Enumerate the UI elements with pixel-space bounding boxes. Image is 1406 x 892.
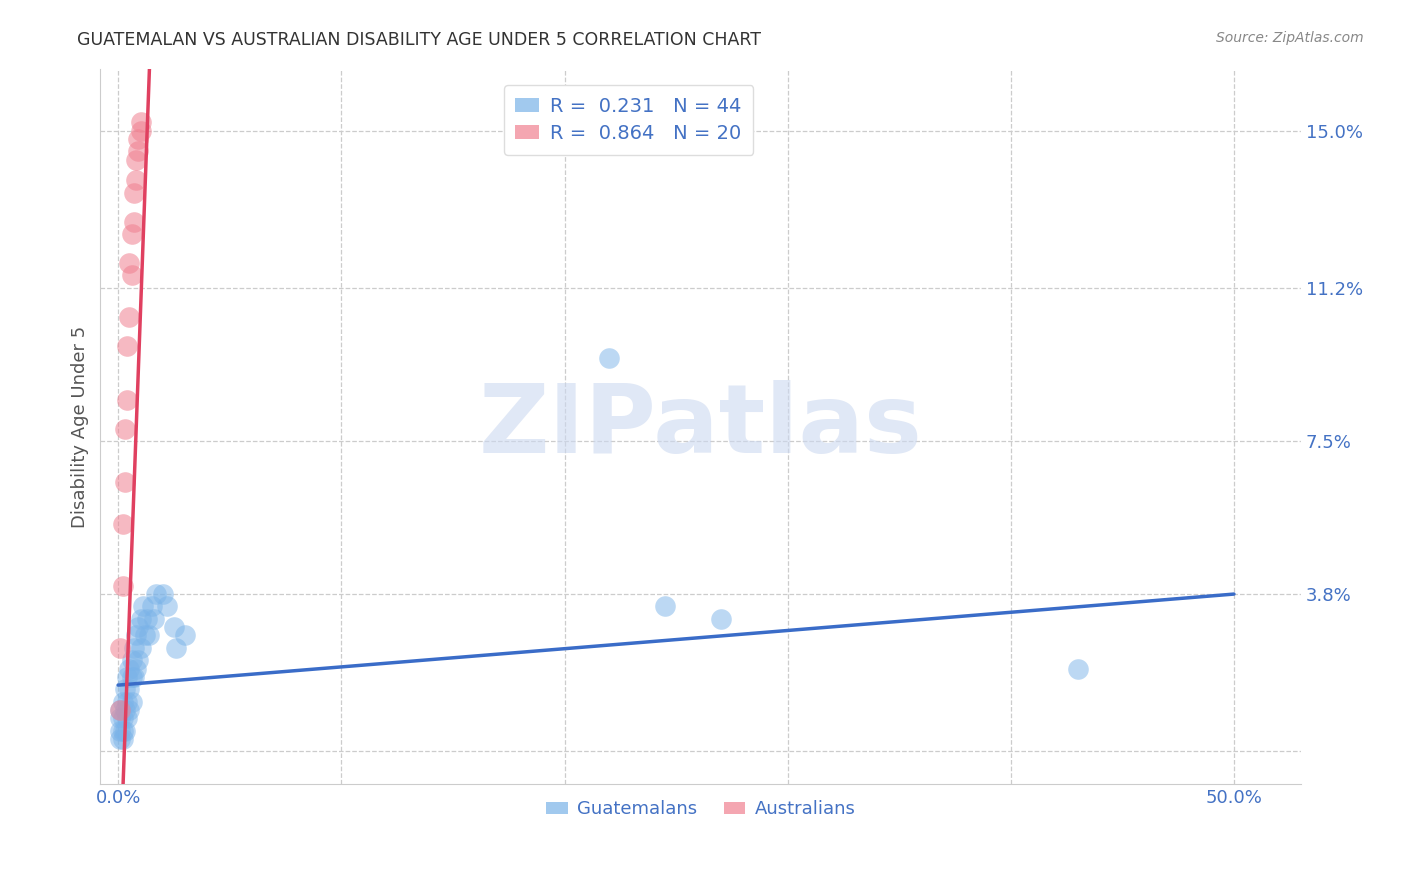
- Point: [654, 599, 676, 614]
- Point: [121, 268, 143, 283]
- Point: [118, 662, 141, 676]
- Point: [114, 475, 136, 490]
- Point: [129, 123, 152, 137]
- Point: [114, 421, 136, 435]
- Point: [127, 132, 149, 146]
- Point: [174, 628, 197, 642]
- Point: [115, 670, 138, 684]
- Point: [114, 703, 136, 717]
- Point: [121, 227, 143, 241]
- Point: [141, 599, 163, 614]
- Point: [110, 703, 132, 717]
- Point: [121, 653, 143, 667]
- Point: [121, 670, 143, 684]
- Point: [145, 587, 167, 601]
- Point: [122, 640, 145, 655]
- Text: GUATEMALAN VS AUSTRALIAN DISABILITY AGE UNDER 5 CORRELATION CHART: GUATEMALAN VS AUSTRALIAN DISABILITY AGE …: [77, 31, 761, 49]
- Point: [118, 256, 141, 270]
- Point: [129, 115, 152, 129]
- Point: [156, 599, 179, 614]
- Point: [111, 711, 134, 725]
- Point: [115, 392, 138, 407]
- Point: [129, 612, 152, 626]
- Point: [111, 723, 134, 738]
- Point: [165, 640, 187, 655]
- Point: [127, 620, 149, 634]
- Point: [122, 214, 145, 228]
- Point: [125, 628, 148, 642]
- Point: [710, 612, 733, 626]
- Point: [115, 695, 138, 709]
- Point: [127, 145, 149, 159]
- Legend: Guatemalans, Australians: Guatemalans, Australians: [538, 793, 862, 825]
- Point: [110, 731, 132, 746]
- Text: Source: ZipAtlas.com: Source: ZipAtlas.com: [1216, 31, 1364, 45]
- Point: [111, 516, 134, 531]
- Point: [115, 711, 138, 725]
- Point: [127, 653, 149, 667]
- Y-axis label: Disability Age Under 5: Disability Age Under 5: [72, 326, 89, 527]
- Point: [129, 640, 152, 655]
- Point: [122, 186, 145, 200]
- Point: [138, 628, 160, 642]
- Point: [598, 351, 620, 366]
- Point: [111, 579, 134, 593]
- Point: [118, 703, 141, 717]
- Point: [125, 153, 148, 167]
- Point: [111, 695, 134, 709]
- Point: [152, 587, 174, 601]
- Point: [118, 310, 141, 324]
- Point: [110, 640, 132, 655]
- Point: [122, 670, 145, 684]
- Point: [125, 173, 148, 187]
- Point: [110, 723, 132, 738]
- Point: [121, 695, 143, 709]
- Point: [134, 628, 156, 642]
- Text: ZIPatlas: ZIPatlas: [478, 380, 922, 473]
- Point: [110, 711, 132, 725]
- Point: [1067, 662, 1090, 676]
- Point: [115, 339, 138, 353]
- Point: [163, 620, 186, 634]
- Point: [118, 682, 141, 697]
- Point: [125, 662, 148, 676]
- Point: [111, 731, 134, 746]
- Point: [132, 599, 155, 614]
- Point: [110, 703, 132, 717]
- Point: [136, 612, 159, 626]
- Point: [114, 682, 136, 697]
- Point: [114, 723, 136, 738]
- Point: [142, 612, 165, 626]
